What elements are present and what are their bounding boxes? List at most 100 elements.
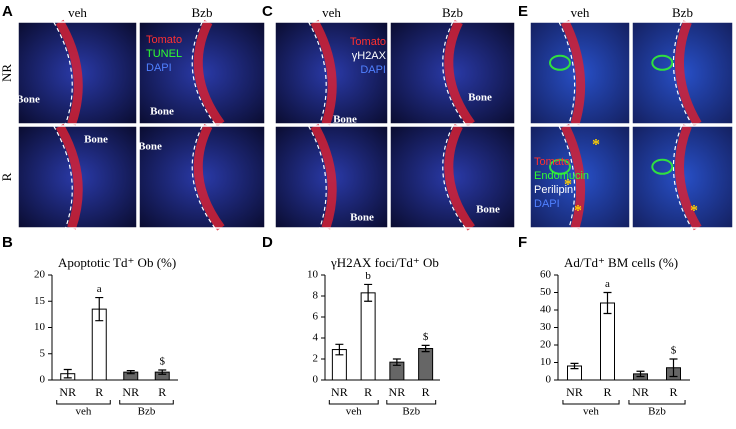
tile-gap bbox=[529, 21, 631, 125]
y-tick-label: 10 bbox=[540, 356, 552, 368]
y-tick-label: 0 bbox=[40, 374, 46, 386]
stain-label: TUNEL bbox=[146, 48, 182, 60]
x-tick-label: NR bbox=[122, 385, 139, 399]
y-tick-label: 5 bbox=[40, 347, 46, 359]
y-tick-label: 20 bbox=[34, 269, 46, 281]
x-tick-label: NR bbox=[331, 385, 348, 399]
significance-label: $ bbox=[423, 331, 429, 343]
bone-edge bbox=[675, 124, 702, 231]
x-tick-label: R bbox=[669, 385, 677, 399]
error-bar bbox=[421, 344, 430, 353]
tile-gap bbox=[17, 125, 138, 229]
error-bar bbox=[364, 283, 373, 302]
vessel bbox=[549, 158, 571, 175]
vessel bbox=[549, 54, 571, 71]
y-tick-label: 6 bbox=[313, 311, 319, 323]
bone-outline bbox=[308, 21, 327, 125]
chart-title: Apoptotic Td⁺ Ob (%) bbox=[58, 255, 176, 270]
significance-label: a bbox=[97, 283, 102, 295]
bone-label: Bone bbox=[16, 94, 40, 106]
column-header: veh bbox=[68, 5, 87, 20]
bone-edge bbox=[444, 20, 475, 127]
bone-label: Bone bbox=[468, 92, 492, 104]
group-label: veh bbox=[346, 406, 362, 418]
group-label: veh bbox=[76, 406, 92, 418]
bone-outline bbox=[191, 21, 216, 125]
bone-edge bbox=[193, 124, 225, 231]
tile-gap bbox=[631, 125, 734, 229]
stain-label: Endomucin bbox=[534, 170, 589, 182]
bone-edge bbox=[560, 20, 586, 126]
bar bbox=[418, 348, 434, 381]
error-bar bbox=[669, 358, 678, 378]
x-tick-label: R bbox=[364, 385, 372, 399]
stain-label: Tomato bbox=[146, 34, 182, 46]
x-tick-label: R bbox=[422, 385, 430, 399]
bone-edge bbox=[444, 124, 475, 231]
y-tick-label: 10 bbox=[307, 269, 319, 281]
stain-label: DAPI bbox=[534, 198, 560, 210]
column-header: veh bbox=[322, 5, 341, 20]
tile-gap bbox=[17, 21, 138, 125]
x-tick-label: NR bbox=[59, 385, 76, 399]
error-bar bbox=[158, 369, 167, 375]
column-header: Bzb bbox=[442, 5, 463, 20]
error-bar bbox=[95, 296, 104, 322]
error-bar bbox=[570, 362, 579, 370]
bone-edge bbox=[675, 20, 702, 127]
column-header: Bzb bbox=[672, 5, 693, 20]
tile-gap bbox=[389, 21, 516, 125]
x-tick-label: NR bbox=[632, 385, 649, 399]
bone-outline bbox=[442, 125, 466, 229]
bone-outline bbox=[442, 21, 466, 125]
x-tick-label: R bbox=[158, 385, 166, 399]
significance-label: $ bbox=[671, 345, 677, 357]
bone-outline bbox=[672, 125, 693, 229]
vessel bbox=[651, 54, 674, 71]
row-header: R bbox=[0, 172, 14, 181]
group-label: Bzb bbox=[138, 406, 156, 418]
group-label: veh bbox=[583, 406, 599, 418]
y-tick-label: 4 bbox=[313, 332, 319, 344]
y-tick-label: 50 bbox=[540, 286, 552, 298]
panel-letter: C bbox=[262, 3, 273, 20]
bone-edge bbox=[310, 19, 337, 126]
significance-label: a bbox=[605, 278, 610, 290]
stain-label: γH2AX bbox=[352, 50, 387, 62]
stain-label: Tomato bbox=[350, 36, 386, 48]
panel-letter: D bbox=[262, 234, 273, 251]
tile-gap bbox=[274, 21, 389, 125]
bone-edge bbox=[55, 19, 83, 126]
group-label: Bzb bbox=[402, 406, 420, 418]
y-tick-label: 15 bbox=[34, 295, 46, 307]
bone-label: Bone bbox=[138, 141, 162, 153]
y-tick-label: 40 bbox=[540, 304, 552, 316]
y-tick-label: 20 bbox=[540, 339, 552, 351]
tile-gap bbox=[138, 21, 266, 125]
y-tick-label: 8 bbox=[313, 290, 319, 302]
group-label: Bzb bbox=[648, 406, 666, 418]
stain-label: Perilipin bbox=[534, 184, 573, 196]
stain-label: DAPI bbox=[146, 62, 172, 74]
asterisk: * bbox=[574, 203, 582, 220]
bone-label: Bone bbox=[350, 212, 374, 224]
group-bracket bbox=[119, 400, 174, 405]
x-tick-label: NR bbox=[566, 385, 583, 399]
panel-letter: F bbox=[518, 234, 527, 251]
bone-outline bbox=[53, 125, 73, 229]
group-bracket bbox=[628, 400, 686, 405]
bone-outline bbox=[308, 125, 327, 229]
group-bracket bbox=[386, 400, 437, 405]
asterisk: * bbox=[592, 137, 600, 154]
asterisk: * bbox=[564, 177, 572, 194]
bone-outline bbox=[558, 125, 576, 229]
error-bar bbox=[603, 291, 612, 315]
error-bar bbox=[63, 368, 72, 379]
bone-edge bbox=[55, 123, 83, 230]
error-bar bbox=[335, 343, 344, 356]
bone-label: Bone bbox=[333, 114, 357, 126]
panel-letter: B bbox=[2, 234, 13, 251]
bone-label: Bone bbox=[476, 204, 500, 216]
bone-edge bbox=[193, 20, 225, 127]
